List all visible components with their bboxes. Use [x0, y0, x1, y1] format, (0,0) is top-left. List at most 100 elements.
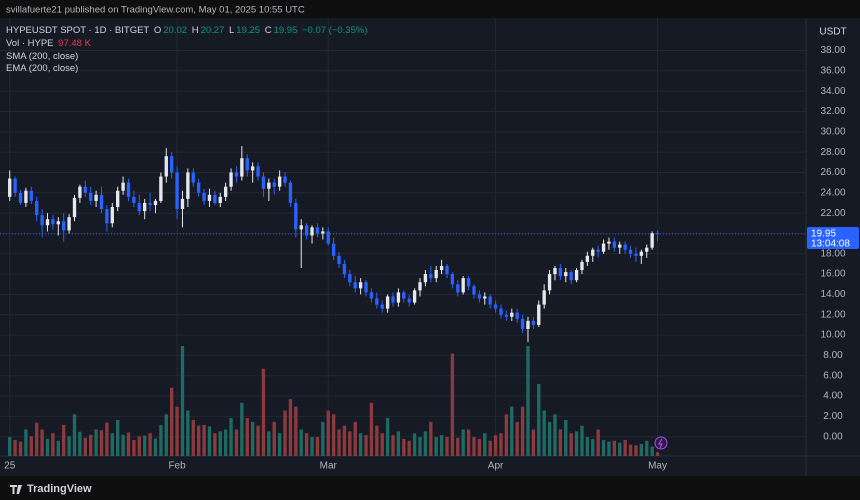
- candle-body: [331, 243, 336, 256]
- volume-bar: [445, 437, 449, 456]
- volume-bar: [634, 445, 638, 456]
- x-tick-label: Apr: [488, 461, 504, 472]
- y-tick-label: 24.00: [820, 187, 845, 198]
- x-tick-label: Feb: [168, 461, 186, 472]
- y-tick-label: 30.00: [820, 126, 845, 137]
- candle-body: [461, 278, 465, 293]
- volume-bar: [412, 433, 417, 456]
- volume-bar: [35, 422, 39, 456]
- volume-bar: [461, 429, 465, 456]
- volume-bar: [348, 431, 352, 456]
- volume-bar: [353, 421, 357, 456]
- y-tick-label: 4.00: [823, 391, 843, 402]
- candle-body: [148, 202, 152, 205]
- candle-body: [277, 176, 282, 187]
- volume-bar: [45, 438, 50, 456]
- y-tick-label: 0.00: [823, 431, 843, 442]
- time-axis-background: [0, 456, 860, 476]
- volume-bar: [531, 429, 536, 456]
- volume-bar: [628, 444, 633, 456]
- volume-bar: [331, 414, 336, 456]
- volume-bar: [504, 414, 509, 456]
- candle-body: [558, 267, 563, 277]
- volume-bar: [40, 429, 44, 456]
- volume-bar: [277, 433, 282, 456]
- volume-bar: [132, 440, 136, 456]
- candle-body: [83, 186, 87, 193]
- x-tick-label: Mar: [320, 461, 338, 472]
- volume-bar: [569, 433, 573, 456]
- candle-body: [143, 202, 147, 212]
- countdown-label: 13:04:08: [811, 239, 850, 250]
- footer-brand: TradingView: [27, 483, 92, 495]
- event-icon[interactable]: [654, 436, 668, 450]
- volume-bar: [89, 434, 93, 456]
- candle-body: [105, 209, 109, 224]
- volume-bar: [164, 414, 168, 456]
- candle-body: [380, 304, 384, 309]
- volume-bar: [272, 421, 276, 456]
- volume-bar: [520, 406, 525, 456]
- volume-bar: [510, 406, 514, 456]
- symbol: HYPEUSDT SPOT · 1D · BITGET: [6, 25, 150, 36]
- volume-bar: [515, 421, 519, 456]
- candle-body: [62, 221, 66, 231]
- candle-body: [445, 265, 449, 275]
- candle-body: [213, 194, 217, 203]
- volume-bar: [294, 406, 298, 456]
- candle-body: [78, 186, 82, 198]
- volume-bar: [364, 435, 368, 456]
- volume-bar: [288, 399, 293, 456]
- candle-body: [466, 278, 471, 287]
- candle-body: [250, 166, 255, 171]
- candle-body: [207, 194, 212, 201]
- y-tick-label: 2.00: [823, 411, 843, 422]
- volume-bar: [483, 433, 487, 456]
- candle-body: [180, 198, 185, 210]
- candle-body: [375, 298, 379, 305]
- change: −0.07 (−0.35%): [302, 25, 368, 36]
- candle-body: [132, 196, 136, 203]
- volume-bar: [623, 440, 627, 456]
- candle-body: [407, 298, 411, 303]
- volume-bar: [207, 426, 212, 456]
- volume-bar: [121, 434, 125, 456]
- volume-bar: [385, 418, 390, 456]
- candle-body: [655, 233, 660, 235]
- candle-body: [623, 244, 627, 250]
- volume-bar: [391, 435, 395, 456]
- volume-bar: [261, 368, 266, 456]
- volume-bar: [110, 433, 114, 456]
- volume-bar: [67, 436, 71, 456]
- volume-bar: [13, 440, 17, 456]
- candle-body: [121, 182, 125, 191]
- candle-body: [369, 292, 374, 299]
- candle-body: [261, 176, 266, 189]
- candle-body: [650, 233, 654, 248]
- candle-body: [596, 249, 600, 252]
- candle-body: [423, 274, 428, 283]
- candle-body: [553, 267, 557, 275]
- candle-body: [186, 172, 190, 199]
- candle-body: [434, 270, 438, 279]
- volume-bar: [24, 429, 28, 456]
- candle-body: [13, 178, 17, 193]
- volume-bar: [116, 419, 120, 456]
- volume-bar: [72, 414, 77, 456]
- volume-bar: [574, 431, 579, 456]
- candle-body: [574, 270, 579, 281]
- indicator: EMA (200, close): [6, 63, 79, 74]
- candle-body: [547, 274, 552, 291]
- volume-bar: [256, 425, 260, 456]
- high-value: 20.27: [200, 25, 225, 36]
- volume-bar: [213, 433, 217, 456]
- volume-bar: [558, 429, 563, 456]
- candle-body: [18, 192, 23, 203]
- volume-bar: [375, 425, 379, 456]
- volume-bar: [612, 440, 617, 456]
- volume-bar: [645, 440, 649, 456]
- legend-volume: Vol · HYPE 97.48 K: [6, 38, 93, 49]
- volume-bar: [240, 402, 244, 456]
- candle-body: [256, 166, 260, 177]
- x-tick-label: 25: [4, 461, 16, 472]
